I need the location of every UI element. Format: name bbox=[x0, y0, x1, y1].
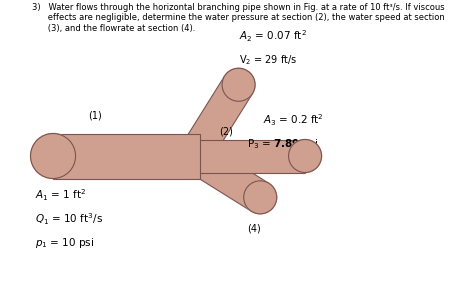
Text: (1): (1) bbox=[88, 110, 102, 121]
Circle shape bbox=[244, 181, 277, 214]
Text: (2): (2) bbox=[219, 127, 233, 136]
Text: V$_2$ = 29 ft/s: V$_2$ = 29 ft/s bbox=[239, 53, 298, 67]
Text: effects are negligible, determine the water pressure at section (2), the water s: effects are negligible, determine the wa… bbox=[32, 14, 445, 22]
Polygon shape bbox=[53, 134, 200, 178]
Text: (3): (3) bbox=[247, 185, 261, 196]
Text: $\it{p}_1$ = 10 psi: $\it{p}_1$ = 10 psi bbox=[35, 236, 94, 250]
Polygon shape bbox=[180, 76, 253, 165]
Text: (3), and the flowrate at section (4).: (3), and the flowrate at section (4). bbox=[32, 24, 195, 33]
Text: P$_3$ = $\bf{7.89}$ psi: P$_3$ = $\bf{7.89}$ psi bbox=[246, 137, 318, 151]
Circle shape bbox=[222, 68, 255, 101]
Text: $\it{A}_3$ = 0.2 ft$^2$: $\it{A}_3$ = 0.2 ft$^2$ bbox=[263, 112, 324, 128]
Text: $\it{A}_2$ = 0.07 ft$^2$: $\it{A}_2$ = 0.07 ft$^2$ bbox=[239, 28, 307, 44]
Text: $\it{A}_1$ = 1 ft$^2$: $\it{A}_1$ = 1 ft$^2$ bbox=[35, 187, 86, 203]
Circle shape bbox=[289, 140, 321, 172]
Text: (4): (4) bbox=[247, 224, 261, 234]
Polygon shape bbox=[185, 142, 269, 211]
Circle shape bbox=[30, 134, 75, 178]
Polygon shape bbox=[194, 140, 305, 172]
Text: $\it{Q}_1$ = 10 ft$^3$/s: $\it{Q}_1$ = 10 ft$^3$/s bbox=[35, 211, 103, 227]
Text: 3)   Water flows through the horizontal branching pipe shown in Fig. at a rate o: 3) Water flows through the horizontal br… bbox=[32, 3, 445, 12]
